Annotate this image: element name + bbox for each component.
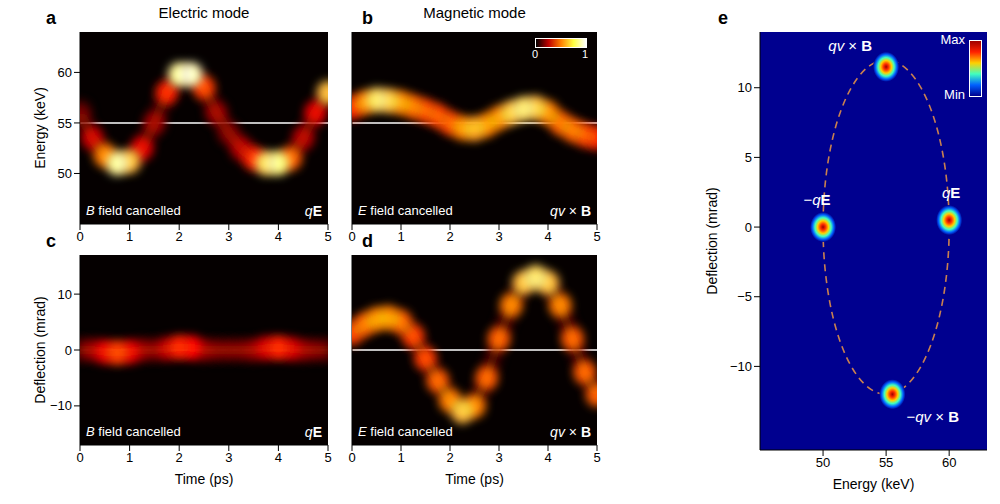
svg-text:1: 1 — [397, 229, 404, 244]
svg-text:0: 0 — [76, 229, 83, 244]
html-text:Energy (keV): Energy (keV) — [832, 476, 915, 492]
svg-text:1: 1 — [126, 450, 133, 465]
svg-text:0: 0 — [348, 450, 355, 465]
svg-text:4: 4 — [275, 229, 282, 244]
svg-text:qE: qE — [942, 184, 960, 201]
svg-text:55: 55 — [58, 116, 72, 131]
svg-text:0: 0 — [76, 450, 83, 465]
html-text:q v × B: q v × B — [550, 424, 591, 440]
svg-text:1: 1 — [126, 229, 133, 244]
html-text:Deflection (mrad): Deflection (mrad) — [32, 296, 48, 404]
html-text:E field cancelled: E field cancelled — [358, 424, 453, 439]
svg-text:4: 4 — [275, 450, 282, 465]
html-text:q E: q E — [304, 203, 322, 219]
svg-text:50: 50 — [58, 166, 72, 181]
html-text:Energy (keV): Energy (keV) — [32, 87, 48, 169]
svg-text:10: 10 — [738, 80, 752, 95]
html-text:Max: Max — [940, 32, 965, 47]
svg-text:3: 3 — [495, 229, 502, 244]
html-text:a: a — [46, 8, 56, 28]
html-text:Deflection (mrad): Deflection (mrad) — [704, 187, 720, 295]
html-text:Time (ps): Time (ps) — [445, 471, 504, 487]
svg-text:5: 5 — [593, 229, 600, 244]
svg-text:3: 3 — [225, 229, 232, 244]
html-text:d: d — [362, 231, 373, 251]
svg-text:4: 4 — [544, 450, 551, 465]
html-text:B field cancelled: B field cancelled — [86, 203, 181, 218]
svg-text:4: 4 — [544, 229, 551, 244]
html-text:q v × B: q v × B — [550, 203, 591, 219]
svg-text:0: 0 — [65, 343, 72, 358]
svg-text:2: 2 — [176, 450, 183, 465]
svg-text:5: 5 — [593, 450, 600, 465]
svg-text:−5: −5 — [737, 289, 752, 304]
svg-text:50: 50 — [816, 455, 830, 470]
svg-text:60: 60 — [942, 455, 956, 470]
svg-text:55: 55 — [879, 455, 893, 470]
svg-text:2: 2 — [446, 450, 453, 465]
html-text:b: b — [362, 8, 373, 28]
html-text:c: c — [46, 231, 56, 251]
svg-text:5: 5 — [324, 450, 331, 465]
html-text:B field cancelled: B field cancelled — [86, 424, 181, 439]
svg-text:10: 10 — [58, 287, 72, 302]
html-text:q E: q E — [304, 424, 322, 440]
html-text:e: e — [718, 8, 728, 28]
svg-text:−10: −10 — [730, 359, 752, 374]
html-text:Time (ps): Time (ps) — [174, 471, 234, 487]
html-text:Magnetic mode: Magnetic mode — [423, 4, 526, 21]
html-text:Electric mode: Electric mode — [158, 4, 250, 21]
svg-text:−qv × B: −qv × B — [906, 408, 959, 425]
svg-text:2: 2 — [446, 229, 453, 244]
svg-text:5: 5 — [745, 150, 752, 165]
svg-text:1: 1 — [397, 450, 404, 465]
svg-text:−10: −10 — [50, 398, 72, 413]
svg-text:0: 0 — [745, 220, 752, 235]
svg-text:qv × B: qv × B — [828, 37, 872, 54]
svg-text:3: 3 — [495, 450, 502, 465]
html-text:E field cancelled: E field cancelled — [358, 203, 453, 218]
svg-text:0: 0 — [348, 229, 355, 244]
svg-text:60: 60 — [58, 65, 72, 80]
html-text:Min: Min — [944, 87, 965, 102]
svg-text:3: 3 — [225, 450, 232, 465]
svg-text:5: 5 — [324, 229, 331, 244]
svg-text:−qE: −qE — [803, 191, 830, 208]
html-text:1: 1 — [581, 48, 589, 60]
svg-text:2: 2 — [176, 229, 183, 244]
html-text:0: 0 — [531, 48, 539, 60]
